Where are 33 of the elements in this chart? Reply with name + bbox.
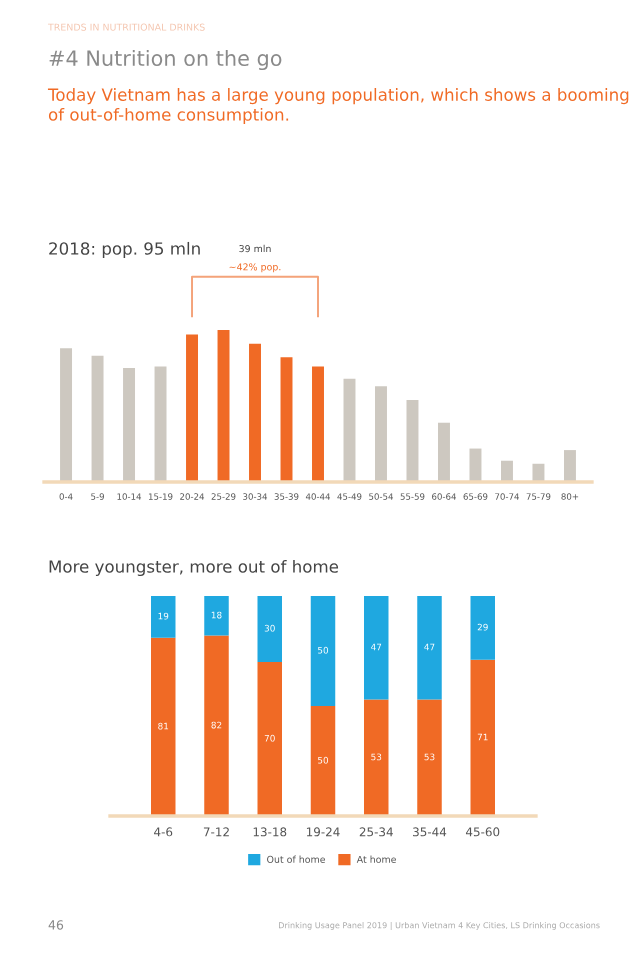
bar (123, 368, 136, 482)
bar (186, 334, 199, 482)
bar (280, 357, 293, 482)
bar (364, 699, 389, 816)
bar (469, 448, 482, 482)
bar (417, 699, 442, 816)
bar (563, 450, 576, 482)
bar (204, 635, 229, 816)
bar (310, 596, 336, 706)
bar (312, 366, 324, 482)
bar (470, 659, 495, 816)
bar (257, 596, 282, 662)
bar (204, 596, 229, 636)
bar (257, 662, 282, 816)
bar (437, 422, 450, 482)
bar (406, 399, 419, 482)
bar (470, 596, 495, 660)
bar (417, 596, 442, 700)
bar (151, 596, 176, 638)
chart-title: #4 Nutrition on the go (49, 49, 282, 71)
bar (60, 348, 73, 482)
bar (364, 596, 389, 700)
bar (249, 343, 261, 482)
chart-title: More youngster, more out of home (49, 559, 339, 577)
bar (154, 366, 167, 482)
bar (375, 386, 387, 482)
bar (343, 378, 356, 482)
text: 2018: pop. 95 mln (49, 241, 200, 259)
bar (217, 330, 230, 482)
bar (310, 706, 336, 816)
bar (91, 355, 104, 482)
bar (151, 637, 176, 816)
chart-subtitle: Today Vietnam has a large young population, which shows a booming of out-of-home consumption. (47, 88, 629, 125)
